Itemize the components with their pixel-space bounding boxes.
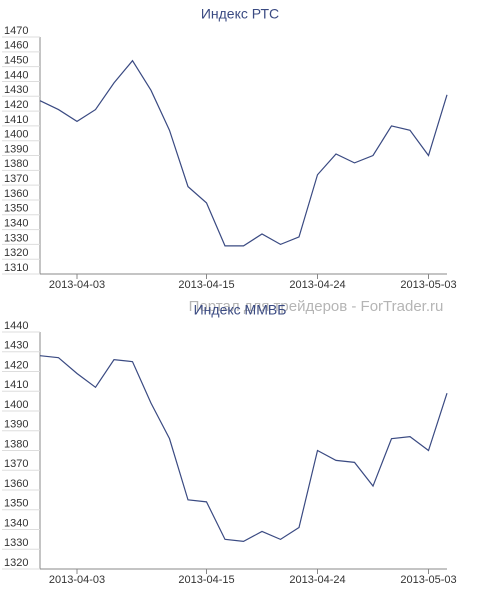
chart-title: Индекс ММВБ: [194, 302, 287, 318]
x-tick-label: 2013-04-03: [49, 574, 105, 586]
y-tick-label: 1390: [4, 143, 28, 155]
y-tick-label: 1420: [4, 359, 28, 371]
x-tick-label: 2013-04-03: [49, 279, 105, 291]
y-tick-label: 1450: [4, 55, 28, 67]
y-tick-label: 1320: [4, 557, 28, 569]
x-tick-label: 2013-04-24: [289, 279, 345, 291]
watermark: Портал для трейдеров - ForTrader.ru: [189, 298, 444, 315]
y-tick-label: 1430: [4, 84, 28, 96]
y-tick-label: 1380: [4, 438, 28, 450]
series-line: [39, 355, 448, 542]
y-tick-label: 1380: [4, 158, 28, 170]
y-tick-label: 1440: [4, 69, 28, 81]
y-tick-label: 1320: [4, 247, 28, 259]
y-tick-label: 1340: [4, 517, 28, 529]
y-tick-label: 1360: [4, 478, 28, 490]
x-tick-label: 2013-04-15: [178, 279, 234, 291]
y-tick-label: 1470: [4, 25, 28, 37]
y-tick-label: 1440: [4, 320, 28, 332]
y-tick-label: 1390: [4, 419, 28, 431]
chart-title: Индекс РТС: [201, 6, 279, 22]
series-line: [39, 59, 448, 247]
y-tick-label: 1420: [4, 99, 28, 111]
y-tick-label: 1370: [4, 458, 28, 470]
y-tick-label: 1310: [4, 262, 28, 274]
y-tick-label: 1410: [4, 114, 28, 126]
y-tick-label: 1410: [4, 379, 28, 391]
y-tick-label: 1430: [4, 340, 28, 352]
x-tick-label: 2013-04-24: [289, 574, 345, 586]
y-tick-label: 1330: [4, 232, 28, 244]
x-tick-label: 2013-05-03: [400, 574, 456, 586]
y-tick-label: 1370: [4, 173, 28, 185]
y-tick-label: 1350: [4, 203, 28, 215]
y-tick-label: 1350: [4, 498, 28, 510]
y-tick-label: 1340: [4, 217, 28, 229]
x-tick-label: 2013-05-03: [400, 279, 456, 291]
y-tick-label: 1360: [4, 188, 28, 200]
y-tick-label: 1460: [4, 40, 28, 52]
y-tick-label: 1330: [4, 537, 28, 549]
x-tick-label: 2013-04-15: [178, 574, 234, 586]
y-tick-label: 1400: [4, 399, 28, 411]
y-tick-label: 1400: [4, 129, 28, 141]
